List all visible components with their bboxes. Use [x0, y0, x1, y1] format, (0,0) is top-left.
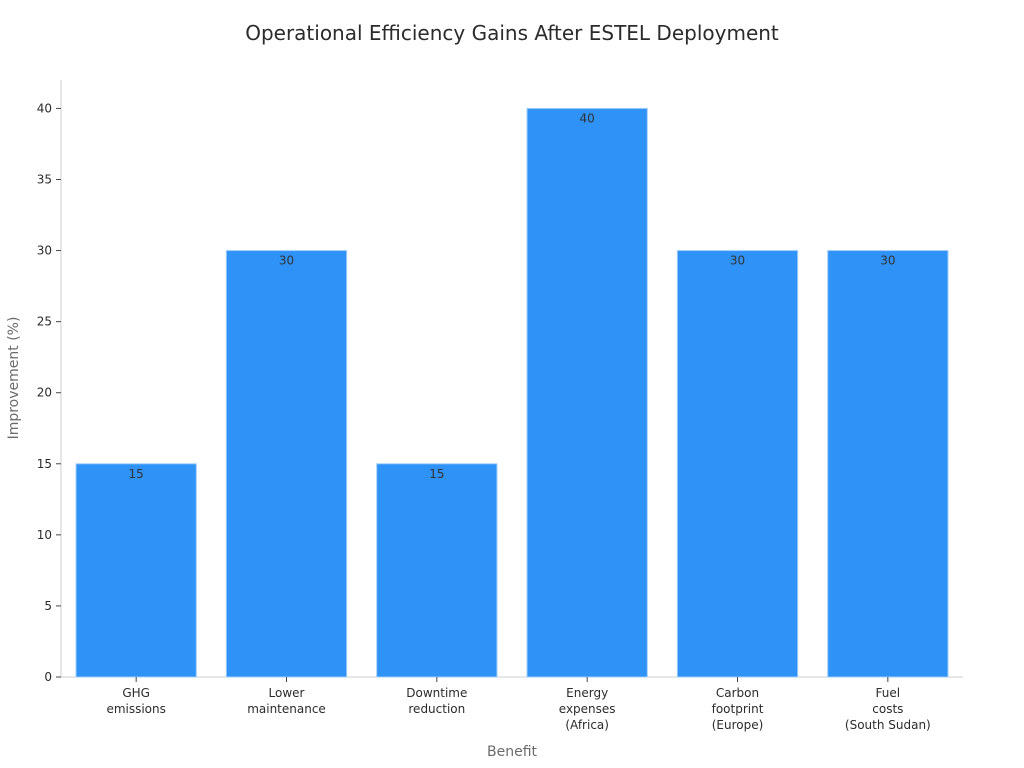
bar: [827, 250, 949, 678]
y-tick-label: 40: [37, 101, 52, 115]
x-tick-label: Carbon footprint (Europe): [712, 686, 764, 732]
bar: [75, 463, 197, 678]
y-tick-label: 35: [37, 173, 52, 187]
y-tick-label: 15: [37, 457, 52, 471]
x-tick-label-line: Downtime: [406, 686, 467, 700]
bar: [225, 250, 348, 678]
bar-value-label: 30: [880, 254, 895, 268]
bar-value-label: 30: [279, 254, 294, 268]
x-tick-label-line: (Africa): [565, 718, 609, 732]
y-axis-title: Improvement (%): [6, 317, 22, 440]
x-tick-label-line: footprint: [712, 702, 764, 716]
chart-title: Operational Efficiency Gains After ESTEL…: [245, 21, 779, 45]
x-tick-label-line: expenses: [559, 702, 616, 716]
bar-value-label: 40: [580, 111, 595, 125]
x-tick-label: Lower maintenance: [247, 686, 326, 716]
bar: [676, 250, 799, 678]
x-tick-label: Downtime reduction: [406, 686, 467, 716]
x-tick-label-line: GHG: [122, 686, 150, 700]
x-tick-label: Energy expenses (Africa): [559, 686, 616, 732]
x-tick-label-line: Energy: [566, 686, 608, 700]
bar: [526, 107, 648, 678]
x-tick-label-line: Carbon: [716, 686, 759, 700]
bar-value-label: 15: [429, 467, 444, 481]
x-tick-label: GHG emissions: [106, 686, 165, 716]
x-tick-label-line: costs: [872, 702, 903, 716]
x-tick-label-line: (South Sudan): [845, 718, 931, 732]
x-tick-label: Fuel costs (South Sudan): [845, 686, 931, 732]
x-axis-title: Benefit: [487, 744, 538, 760]
x-tick-label-line: (Europe): [712, 718, 764, 732]
x-tick-label-line: Fuel: [876, 686, 901, 700]
bar-value-label: 15: [129, 467, 144, 481]
y-tick-label: 30: [37, 244, 52, 258]
x-tick-label-line: maintenance: [247, 702, 326, 716]
y-tick-label: 0: [44, 670, 52, 684]
x-tick-label-line: reduction: [408, 702, 465, 716]
bar-value-label: 30: [730, 254, 745, 268]
x-tick-label-line: emissions: [106, 702, 165, 716]
y-tick-label: 10: [37, 528, 52, 542]
y-tick-label: 20: [37, 386, 52, 400]
x-tick-label-line: Lower: [269, 686, 305, 700]
y-tick-label: 5: [44, 599, 52, 613]
plot-area: 0 5 10 15 20 25 30 35 40 15 GHG emissions 30 Lower mai…: [37, 80, 963, 732]
bar: [376, 463, 498, 678]
y-tick-label: 25: [37, 315, 52, 329]
